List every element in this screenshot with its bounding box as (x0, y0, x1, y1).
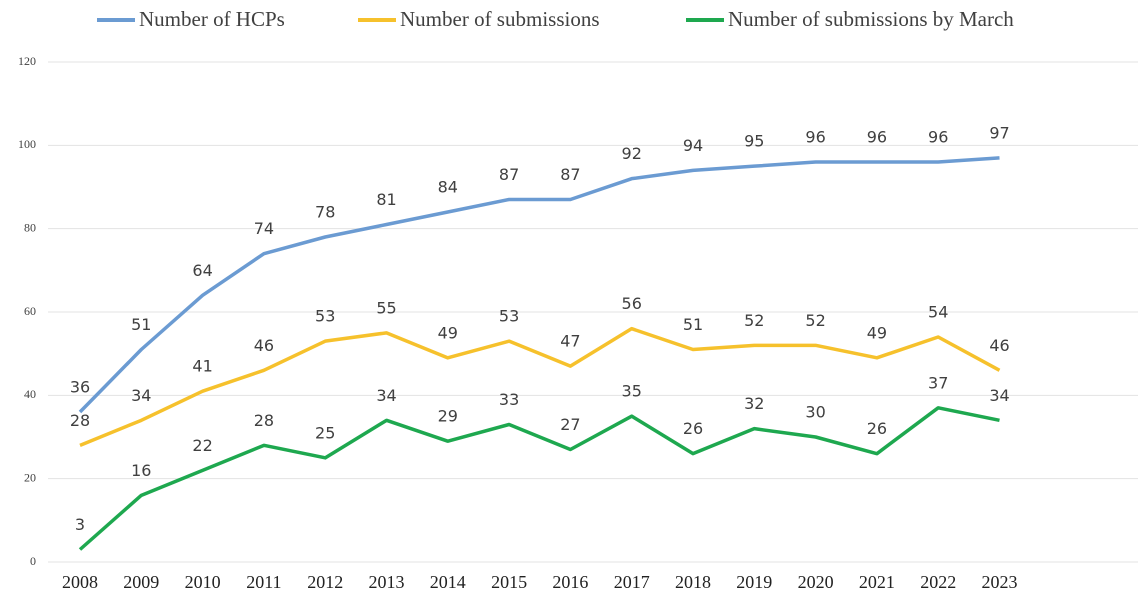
data-label: 28 (254, 411, 274, 430)
legend-label: Number of submissions (400, 7, 600, 31)
data-label: 22 (192, 436, 212, 455)
data-label: 87 (499, 165, 519, 184)
y-tick-label: 100 (18, 137, 36, 151)
data-label: 34 (131, 386, 151, 405)
series-line (78, 406, 1000, 551)
data-label: 28 (70, 411, 90, 430)
x-tick-label: 2013 (369, 572, 405, 592)
data-label: 97 (989, 123, 1009, 142)
data-label: 46 (254, 336, 274, 355)
y-tick-label: 60 (24, 304, 36, 318)
data-label: 92 (622, 144, 642, 163)
data-label: 46 (989, 336, 1009, 355)
data-label: 3 (75, 515, 85, 534)
data-label: 34 (376, 386, 396, 405)
x-tick-label: 2020 (798, 572, 834, 592)
data-label: 84 (438, 178, 458, 197)
x-tick-label: 2015 (491, 572, 527, 592)
data-label: 27 (560, 415, 580, 434)
x-tick-label: 2010 (185, 572, 221, 592)
y-tick-label: 40 (24, 387, 36, 401)
data-label: 81 (376, 190, 396, 209)
x-tick-label: 2019 (736, 572, 772, 592)
x-tick-label: 2017 (614, 572, 650, 592)
legend-label: Number of HCPs (139, 7, 285, 31)
x-tick-label: 2012 (307, 572, 343, 592)
data-label: 25 (315, 423, 335, 442)
x-tick-label: 2023 (982, 572, 1018, 592)
data-label: 41 (192, 357, 212, 376)
data-label: 33 (499, 390, 519, 409)
y-tick-label: 80 (24, 220, 36, 234)
x-tick-label: 2018 (675, 572, 711, 592)
data-label: 32 (744, 394, 764, 413)
y-tick-label: 120 (18, 54, 36, 68)
y-tick-label: 0 (30, 554, 36, 568)
data-label: 49 (867, 323, 887, 342)
data-label: 51 (683, 315, 703, 334)
series-line (78, 156, 1000, 414)
data-label: 53 (315, 307, 335, 326)
data-label: 26 (867, 419, 887, 438)
data-label: 35 (622, 382, 642, 401)
data-label: 16 (131, 461, 151, 480)
data-label: 55 (376, 298, 396, 317)
x-tick-label: 2011 (246, 572, 281, 592)
data-label: 52 (805, 311, 825, 330)
data-label: 95 (744, 132, 764, 151)
data-label: 34 (989, 386, 1009, 405)
data-label: 36 (70, 378, 90, 397)
data-label: 56 (622, 294, 642, 313)
data-label: 29 (438, 407, 458, 426)
data-label: 87 (560, 165, 580, 184)
data-label: 51 (131, 315, 151, 334)
data-label: 26 (683, 419, 703, 438)
data-label: 52 (744, 311, 764, 330)
data-label: 54 (928, 303, 948, 322)
data-label: 64 (192, 261, 212, 280)
x-tick-label: 2021 (859, 572, 895, 592)
data-label: 96 (928, 128, 948, 147)
data-label: 94 (683, 136, 703, 155)
legend-label: Number of submissions by March (728, 7, 1014, 31)
series-line (79, 326, 1001, 447)
data-label: 74 (254, 219, 274, 238)
data-label: 53 (499, 307, 519, 326)
data-label: 37 (928, 373, 948, 392)
x-tick-label: 2009 (123, 572, 159, 592)
data-label: 49 (438, 323, 458, 342)
y-tick-label: 20 (24, 470, 36, 484)
data-label: 30 (805, 403, 825, 422)
data-label: 96 (867, 128, 887, 147)
data-label: 96 (805, 128, 825, 147)
x-tick-label: 2022 (920, 572, 956, 592)
x-tick-label: 2008 (62, 572, 98, 592)
x-tick-label: 2014 (430, 572, 466, 592)
data-label: 78 (315, 203, 335, 222)
data-label: 47 (560, 332, 580, 351)
x-tick-label: 2016 (552, 572, 588, 592)
